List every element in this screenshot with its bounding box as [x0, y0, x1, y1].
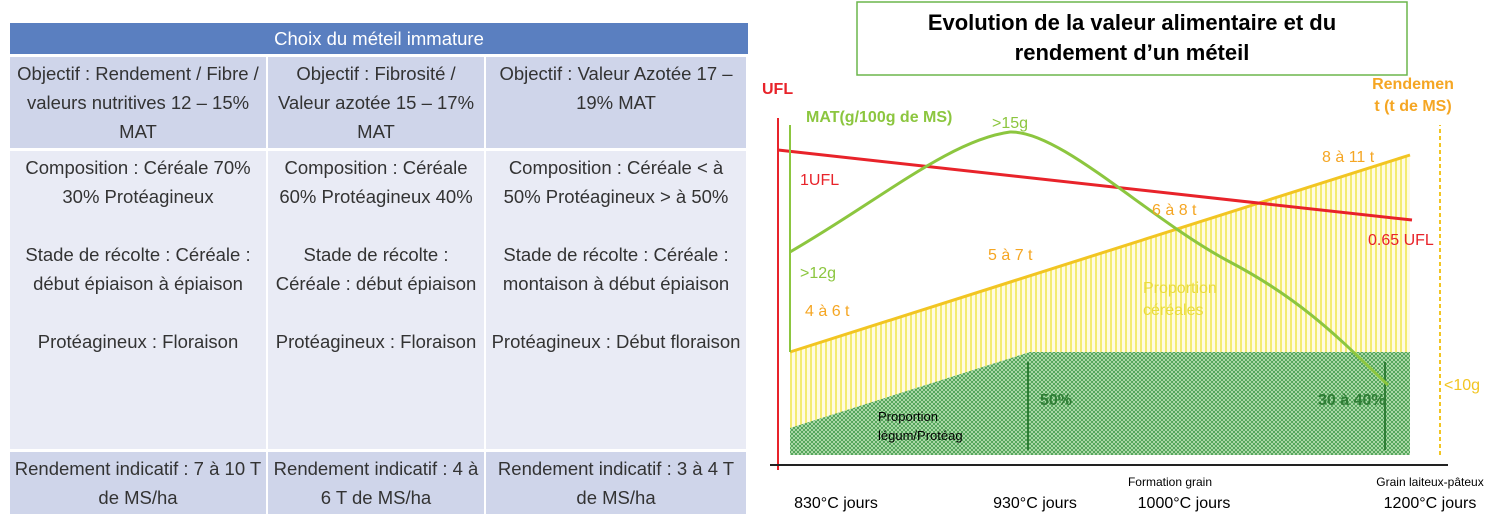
- yield-axis-label: t (t de MS): [1374, 98, 1451, 115]
- label: 50%: [1040, 392, 1072, 409]
- cell-text: Rendement indicatif : 4 à 6 T de MS/ha: [273, 458, 479, 508]
- table-cell: Objectif : Rendement / Fibre / valeurs n…: [10, 57, 268, 148]
- ufl-line: [777, 148, 1413, 222]
- cell-text: Protéagineux : Début floraison: [491, 331, 741, 352]
- x-label: 830°C jours: [794, 495, 878, 512]
- mat-axis-label: MAT(g/100g de MS): [806, 109, 952, 126]
- diagram-title: Evolution de la valeur alimentaire et du: [928, 10, 1336, 35]
- label: Proportion: [1143, 280, 1217, 297]
- label: 1UFL: [800, 172, 839, 189]
- x-label: 930°C jours: [993, 495, 1077, 512]
- label: >15g: [992, 115, 1028, 132]
- cell-group: Protéagineux : Floraison: [14, 327, 262, 356]
- table-cell: Composition : Céréale 60% Protéagineux 4…: [268, 151, 486, 449]
- cell-group: Objectif : Rendement / Fibre / valeurs n…: [14, 59, 262, 146]
- cell-text: Rendement indicatif : 7 à 10 T de MS/ha: [14, 458, 262, 508]
- label: Proportion: [878, 409, 938, 424]
- legume-area: [790, 352, 1410, 455]
- cell-group: Composition : Céréale < à 50% Protéagine…: [490, 153, 742, 211]
- cell-text: Stade de récolte : Céréale : début épiai…: [275, 244, 477, 294]
- table-cell: Composition : Céréale < à 50% Protéagine…: [486, 151, 749, 449]
- cell-text: Stade de récolte : Céréale : montaison à…: [502, 244, 730, 294]
- cell-text: Composition : Céréale < à 50% Protéagine…: [503, 157, 729, 207]
- cell-group: Stade de récolte : Céréale : début épiai…: [272, 240, 480, 298]
- cell-text: Objectif : Valeur Azotée 17 – 19% MAT: [499, 63, 733, 113]
- yield-axis-label: Rendemen: [1372, 76, 1454, 93]
- label: 0.65 UFL: [1368, 232, 1434, 249]
- table-title: Choix du méteil immature: [10, 23, 749, 54]
- table-row: Objectif : Rendement / Fibre / valeurs n…: [10, 57, 749, 148]
- cell-text: Composition : Céréale 60% Protéagineux 4…: [279, 157, 473, 207]
- cell-group: Rendement indicatif : 4 à 6 T de MS/ha: [272, 454, 480, 512]
- table-row: Rendement indicatif : 7 à 10 T de MS/ha R…: [10, 452, 749, 514]
- label: >12g: [800, 265, 836, 282]
- label: céréales: [1143, 302, 1203, 319]
- cell-group: Protéagineux : Début floraison: [490, 327, 742, 356]
- table-cell: Rendement indicatif : 3 à 4 T de MS/ha: [486, 452, 749, 514]
- cell-group: Rendement indicatif : 7 à 10 T de MS/ha: [14, 454, 262, 512]
- label: 30 à 40%: [1318, 392, 1386, 409]
- cell-group: Protéagineux : Floraison: [272, 327, 480, 356]
- label: 6 à 8 t: [1152, 202, 1197, 219]
- cell-text: Protéagineux : Floraison: [37, 331, 239, 352]
- diagram-title: rendement d’un méteil: [1015, 40, 1250, 65]
- title-box: [856, 1, 1408, 76]
- cell-text: 30% Protéagineux: [62, 186, 214, 207]
- cell-text: Rendement indicatif : 3 à 4 T de MS/ha: [497, 458, 735, 508]
- cell-text: Stade de récolte : Céréale : début épiai…: [25, 244, 251, 294]
- choice-table: Choix du méteil immature Objectif : Rend…: [10, 20, 749, 517]
- cell-text: Composition : Céréale 70%: [25, 157, 251, 178]
- stage-label: Grain laiteux-pâteux: [1376, 475, 1483, 489]
- cell-group: Composition : Céréale 60% Protéagineux 4…: [272, 153, 480, 211]
- label: <10g: [1444, 377, 1480, 394]
- cell-group: Objectif : Fibrosité / Valeur azotée 15 …: [272, 59, 480, 146]
- cell-group: Composition : Céréale 70% 30% Protéagineu…: [14, 153, 262, 211]
- mat-curve: [789, 130, 1390, 387]
- cell-group: Stade de récolte : Céréale : montaison à…: [490, 240, 742, 298]
- table-cell: Composition : Céréale 70% 30% Protéagineu…: [10, 151, 268, 449]
- cell-group: Stade de récolte : Céréale : début épiai…: [14, 240, 262, 298]
- cell-group: Objectif : Valeur Azotée 17 – 19% MAT: [490, 59, 742, 117]
- label: légum/Protéag: [878, 428, 963, 443]
- table-cell: Rendement indicatif : 4 à 6 T de MS/ha: [268, 452, 486, 514]
- x-label: 1000°C jours: [1138, 495, 1231, 512]
- label: 8 à 11 t: [1322, 149, 1375, 166]
- ufl-axis-label: UFL: [762, 81, 793, 98]
- cell-group: Rendement indicatif : 3 à 4 T de MS/ha: [490, 454, 742, 512]
- table-cell: Rendement indicatif : 7 à 10 T de MS/ha: [10, 452, 268, 514]
- x-label: 1200°C jours: [1384, 495, 1477, 512]
- stage-label: Formation grain: [1128, 475, 1212, 489]
- cell-text: Objectif : Fibrosité / Valeur azotée 15 …: [277, 63, 475, 142]
- table-cell: Objectif : Valeur Azotée 17 – 19% MAT: [486, 57, 749, 148]
- cell-text: Protéagineux : Floraison: [275, 331, 477, 352]
- label: 4 à 6 t: [805, 303, 850, 320]
- label: 5 à 7 t: [988, 247, 1033, 264]
- cell-text: Objectif : Rendement / Fibre / valeurs n…: [17, 63, 259, 142]
- table-cell: Objectif : Fibrosité / Valeur azotée 15 …: [268, 57, 486, 148]
- table-row: Composition : Céréale 70% 30% Protéagineu…: [10, 151, 749, 449]
- yield-line: [789, 153, 1411, 354]
